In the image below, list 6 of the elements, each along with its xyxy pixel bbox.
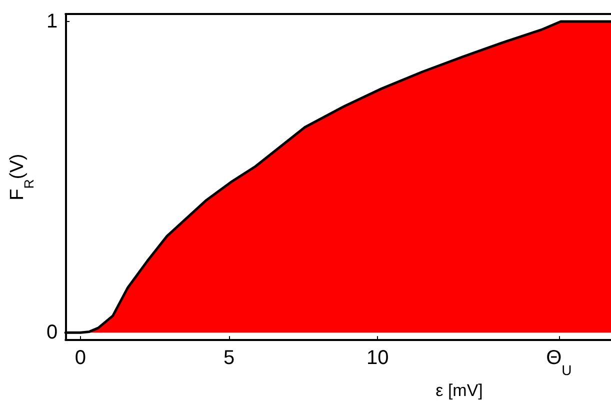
y-axis-title: FR(V) [7, 154, 37, 200]
x-axis-title: ε [mV] [436, 381, 483, 400]
x-tick-label: 10 [366, 347, 389, 370]
x-tick-label: 0 [74, 347, 86, 370]
x-tick-label: 5 [223, 347, 235, 370]
y-tick-label: 1 [46, 10, 58, 32]
